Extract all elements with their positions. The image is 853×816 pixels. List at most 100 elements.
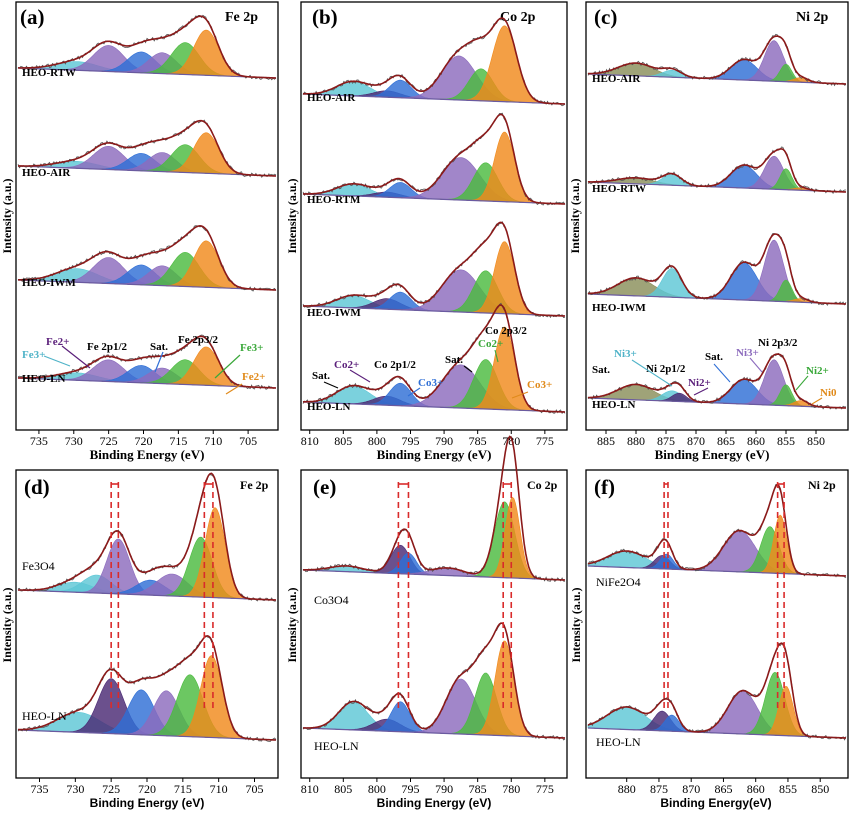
panel-e-traces <box>302 435 566 741</box>
annotation-arrow <box>693 387 709 396</box>
baseline <box>17 729 277 741</box>
shift-markers <box>663 482 785 712</box>
trace-label: HEO-RTM <box>307 194 361 206</box>
x-tick-label: 885 <box>597 434 615 448</box>
annotation-arrow <box>749 357 763 373</box>
x-tick-label: 710 <box>210 782 228 796</box>
panel-b-traces <box>302 17 566 415</box>
trace-label: Fe3O4 <box>22 559 55 573</box>
baseline <box>302 401 566 413</box>
annotation-arrow <box>407 387 421 397</box>
panel-c-ticks: 885 880 875 870 865 860 855 850 <box>597 430 825 448</box>
x-tick-label: 775 <box>536 782 554 796</box>
x-tick-label: 725 <box>102 782 120 796</box>
x-tick-label: 715 <box>169 434 187 448</box>
panel-f-element: Ni 2p <box>808 478 836 492</box>
x-tick-label: 810 <box>301 782 319 796</box>
annotation-arrow <box>323 381 339 389</box>
trace-heo-rtw <box>587 146 847 195</box>
panel-d-xlabel: Binding Energy (eV) <box>90 796 205 810</box>
baseline <box>587 397 847 409</box>
x-tick-label: 800 <box>368 434 386 448</box>
x-tick-label: 735 <box>31 782 49 796</box>
panel-e-ylabel: Intensity (a.u.) <box>285 587 299 662</box>
fit-envelope <box>303 304 566 413</box>
trace-heo-iwm <box>302 221 566 319</box>
fit-envelope <box>18 335 277 389</box>
annotation: Sat. <box>445 354 463 366</box>
trace-label: HEO-IWM <box>307 307 361 319</box>
annotation: Fe 2p1/2 <box>87 341 128 353</box>
annotation-arrow <box>225 383 243 395</box>
annotation-arrow <box>154 351 164 373</box>
annotation: Ni0 <box>820 387 837 399</box>
shift-markers <box>397 482 513 712</box>
annotation-arrow <box>214 354 241 379</box>
trace-heo-air <box>17 119 277 178</box>
x-tick-label: 720 <box>138 782 156 796</box>
trace-heo-air <box>587 33 847 87</box>
fit-envelope <box>587 642 847 739</box>
trace-heo-ln <box>17 334 277 390</box>
trace-heo-ln <box>587 642 847 741</box>
annotation: Fe3+ <box>240 342 263 354</box>
panel-b-frame <box>300 1 568 431</box>
panel-e: (e) Co 2p Intensity (a.u.) Binding Energ… <box>285 435 568 810</box>
x-tick-label: 880 <box>618 782 636 796</box>
baseline <box>587 727 847 739</box>
panel-c-ylabel: Intensity (a.u.) <box>568 178 582 253</box>
x-tick-label: 710 <box>204 434 222 448</box>
x-tick-label: 775 <box>536 434 554 448</box>
fit-envelope <box>303 435 566 581</box>
x-tick-label: 865 <box>714 782 732 796</box>
baseline <box>17 279 277 291</box>
annotation: Fe 2p3/2 <box>178 334 219 346</box>
panel-f-ylabel: Intensity (a.u.) <box>569 587 583 662</box>
panel-d-element: Fe 2p <box>240 478 269 492</box>
fit-envelope <box>588 35 847 85</box>
annotation: Ni 2p1/2 <box>646 363 686 375</box>
x-tick-label: 785 <box>469 434 487 448</box>
trace-fe3o4 <box>17 472 277 602</box>
baseline <box>17 67 277 79</box>
x-tick-label: 850 <box>807 434 825 448</box>
annotation-arrow <box>61 345 91 369</box>
annotation-arrow <box>631 359 673 387</box>
baseline <box>587 293 847 305</box>
x-tick-label: 800 <box>368 782 386 796</box>
trace-co3o4 <box>302 435 566 582</box>
fit-envelope <box>303 221 566 317</box>
x-tick-label: 730 <box>66 782 84 796</box>
trace-label: HEO-LN <box>592 399 635 411</box>
annotation: Ni3+ <box>614 348 637 360</box>
panel-f: (f) Ni 2p Intensity (a.u.) Binding Energ… <box>569 469 849 810</box>
panel-a-traces <box>17 14 277 390</box>
panel-b: (b) Co 2p Intensity (a.u.) Binding Energ… <box>285 1 568 462</box>
trace-label: HEO-LN <box>22 373 65 385</box>
x-tick-label: 880 <box>627 434 645 448</box>
fit-envelope <box>303 622 566 739</box>
trace-nife2o4 <box>587 483 847 579</box>
baseline <box>302 305 566 317</box>
panel-f-frame <box>585 469 849 779</box>
trace-heo-ln <box>302 622 566 741</box>
panel-e-element: Co 2p <box>527 478 558 492</box>
trace-label: HEO-IWM <box>592 302 646 314</box>
trace-heo-ln <box>17 634 277 742</box>
x-tick-label: 805 <box>334 782 352 796</box>
x-tick-label: 780 <box>502 782 520 796</box>
panel-a-xlabel: Binding Energy (eV) <box>90 447 205 462</box>
trace-heo-rtm <box>302 112 566 206</box>
panel-f-xlabel: Binding Energy(eV) <box>660 796 771 810</box>
x-tick-label: 735 <box>30 434 48 448</box>
x-tick-label: 725 <box>100 434 118 448</box>
x-tick-label: 875 <box>657 434 675 448</box>
annotation: Sat. <box>312 370 330 382</box>
x-tick-label: 865 <box>717 434 735 448</box>
panel-a: (a) Fe 2p Intensity (a.u.) Binding Energ… <box>0 1 279 462</box>
trace-label: NiFe2O4 <box>596 575 641 589</box>
panel-a-frame <box>15 1 279 431</box>
x-tick-label: 795 <box>401 782 419 796</box>
trace-label: HEO-LN <box>22 709 67 723</box>
